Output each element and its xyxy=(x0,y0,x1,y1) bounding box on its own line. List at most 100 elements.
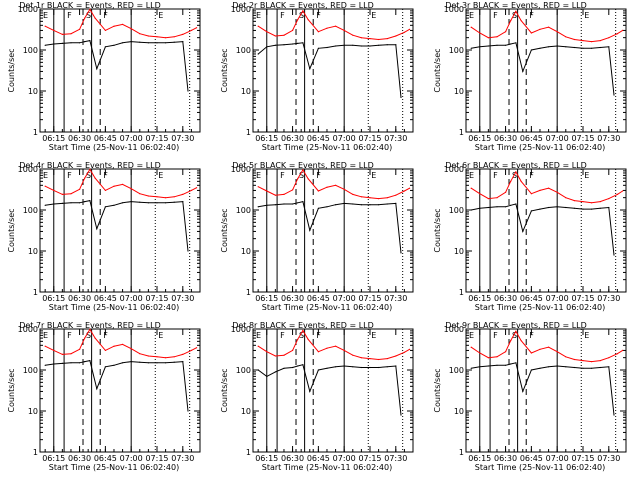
series-point-lld xyxy=(515,171,517,173)
series-line-events xyxy=(45,360,189,412)
series-point-lld xyxy=(530,352,533,354)
series-point-lld xyxy=(599,360,601,362)
series-point-lld xyxy=(352,193,354,195)
series-point-lld xyxy=(89,168,91,170)
series-point-events xyxy=(44,44,46,46)
series-point-events xyxy=(522,230,524,232)
series-point-lld xyxy=(307,338,309,340)
series-point-events xyxy=(266,375,268,377)
series-point-lld xyxy=(582,360,584,362)
series-point-events xyxy=(479,46,481,48)
interval-marker: E xyxy=(256,11,261,20)
y-tick-label: 1 xyxy=(459,128,464,137)
chart-title: Det 4r BLACK = Events, RED = LLD xyxy=(19,161,161,170)
series-point-lld xyxy=(89,8,91,10)
series-point-lld xyxy=(257,25,259,27)
y-tick-label: 1 xyxy=(33,128,38,137)
series-point-events xyxy=(96,228,98,230)
series-line-events xyxy=(471,362,615,416)
series-point-events xyxy=(343,44,345,46)
chart-panel-4: Det 4r BLACK = Events, RED = LLD 1 10 100 10… xyxy=(7,161,201,312)
series-point-events xyxy=(257,369,259,371)
series-point-events xyxy=(343,365,345,367)
series-point-lld xyxy=(61,33,64,36)
series-point-events xyxy=(608,46,610,48)
x-tick-label: 06:30 xyxy=(494,294,517,303)
series-point-events xyxy=(187,90,189,92)
x-tick-label: 07:15 xyxy=(358,134,381,143)
series-point-events xyxy=(139,361,141,363)
series-point-events xyxy=(139,201,141,203)
series-point-lld xyxy=(622,349,624,351)
series-point-lld xyxy=(386,197,388,199)
series-point-events xyxy=(608,206,610,209)
series-point-events xyxy=(613,254,615,256)
series-point-lld xyxy=(274,35,276,37)
series-point-events xyxy=(378,204,380,206)
series-point-lld xyxy=(582,40,584,42)
interval-marker: E xyxy=(158,11,163,20)
x-tick-label: 07:00 xyxy=(333,294,356,303)
series-point-lld xyxy=(70,33,72,35)
series-point-lld xyxy=(326,347,328,349)
interval-marker: E xyxy=(158,331,163,340)
series-point-lld xyxy=(608,37,610,39)
series-point-events xyxy=(487,206,489,209)
series-point-lld xyxy=(84,177,86,179)
series-point-lld xyxy=(147,35,149,37)
series-point-events xyxy=(335,366,337,368)
series-point-lld xyxy=(530,193,533,195)
series-point-events xyxy=(283,367,285,369)
x-tick-label: 07:00 xyxy=(120,454,143,463)
series-point-events xyxy=(470,209,472,211)
x-tick-label: 07:15 xyxy=(571,294,594,303)
series-point-lld xyxy=(79,28,81,30)
series-point-events xyxy=(96,68,98,70)
x-tick-label: 07:00 xyxy=(333,134,356,143)
y-tick-label: 1000 xyxy=(18,325,38,334)
series-point-lld xyxy=(326,27,328,29)
series-point-lld xyxy=(599,201,601,203)
series-point-lld xyxy=(556,351,558,353)
series-point-events xyxy=(582,208,584,210)
series-point-events xyxy=(539,367,541,369)
series-point-lld xyxy=(307,19,309,21)
series-point-events xyxy=(591,208,593,210)
x-axis-label: Start Time (25-Nov-11 06:02:40) xyxy=(475,463,605,472)
series-point-events xyxy=(89,200,91,202)
y-tick-label: 10 xyxy=(454,407,464,416)
interval-marker: S xyxy=(512,11,517,20)
series-point-lld xyxy=(53,349,55,351)
series-point-lld xyxy=(266,31,268,33)
x-tick-label: 07:15 xyxy=(358,294,381,303)
interval-marker: S xyxy=(512,171,517,180)
series-point-events xyxy=(84,41,86,43)
interval-marker: E xyxy=(371,171,376,180)
series-point-lld xyxy=(409,187,411,189)
series-point-lld xyxy=(378,358,380,361)
series-line-events xyxy=(45,40,189,92)
series-point-events xyxy=(84,201,86,203)
series-point-lld xyxy=(335,345,337,347)
series-point-events xyxy=(104,366,106,368)
series-point-events xyxy=(173,41,175,43)
x-tick-label: 06:30 xyxy=(68,134,91,143)
chart-title: Det 1r BLACK = Events, RED = LLD xyxy=(19,1,161,10)
series-point-lld xyxy=(496,197,498,199)
y-tick-label: 1000 xyxy=(444,165,464,174)
series-point-events xyxy=(297,365,299,367)
series-line-events xyxy=(471,42,615,96)
plot-frame xyxy=(39,168,201,293)
series-point-events xyxy=(505,44,507,46)
series-point-events xyxy=(510,363,512,365)
y-tick-label: 10 xyxy=(241,407,251,416)
series-point-events xyxy=(335,45,337,47)
series-point-lld xyxy=(302,329,304,332)
series-point-lld xyxy=(139,353,141,355)
plot-frame xyxy=(39,328,201,453)
series-point-lld xyxy=(84,337,86,339)
series-point-events xyxy=(400,96,402,98)
interval-marker: F xyxy=(316,331,321,340)
interval-marker: F xyxy=(280,171,285,180)
y-tick-label: 1000 xyxy=(444,325,464,334)
